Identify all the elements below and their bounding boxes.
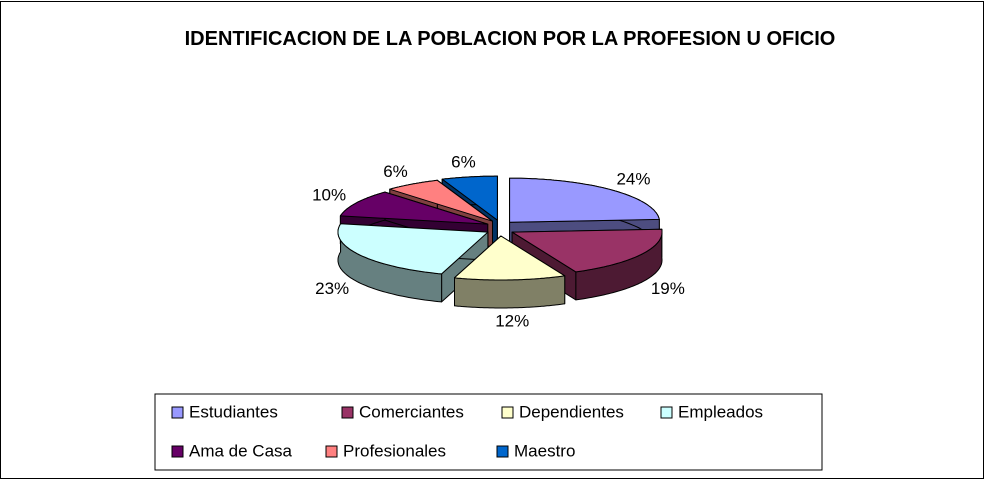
legend-label: Estudiantes (189, 402, 278, 421)
slice-wall (454, 275, 566, 309)
legend-label: Ama de Casa (189, 441, 293, 460)
slice-top (509, 177, 660, 223)
slice-top (389, 179, 493, 222)
legend-label: Comerciantes (359, 402, 464, 421)
data-label: 6% (383, 162, 408, 181)
slice-top (511, 228, 663, 273)
chart-title: IDENTIFICACION DE LA POBLACION POR LA PR… (184, 28, 836, 50)
legend-label: Maestro (514, 441, 575, 460)
legend-label: Dependientes (519, 402, 624, 421)
pie-slice (511, 228, 663, 301)
slice-top (337, 223, 489, 275)
slice-top (339, 191, 489, 225)
legend-swatch (501, 406, 514, 419)
legend-swatch (496, 445, 509, 458)
legend-swatch (341, 406, 354, 419)
pie-slice (337, 223, 489, 303)
legend-swatch (171, 406, 184, 419)
legend-label: Profesionales (343, 441, 446, 460)
legend-swatch (171, 445, 184, 458)
data-label: 24% (616, 169, 650, 188)
data-label: 6% (451, 153, 476, 172)
slice-top (454, 235, 566, 281)
data-label: 19% (651, 279, 685, 298)
pie-slice (454, 235, 566, 309)
legend-swatch (325, 445, 338, 458)
legend-box (154, 393, 823, 471)
slice-top (441, 175, 498, 221)
data-label: 10% (312, 186, 346, 205)
data-label: 23% (315, 279, 349, 298)
data-label: 12% (495, 311, 529, 330)
legend-label: Empleados (678, 402, 763, 421)
legend-swatch (660, 406, 673, 419)
